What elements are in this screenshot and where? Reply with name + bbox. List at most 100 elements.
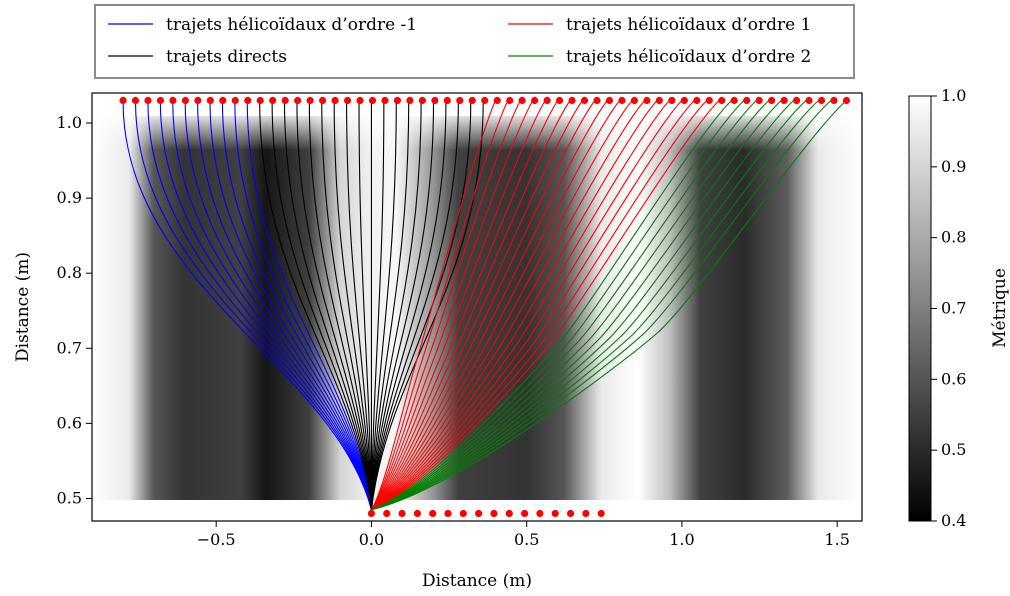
trajectory-2-1 xyxy=(370,100,509,511)
trajectory-3-5 xyxy=(371,100,795,511)
trajectory-0-9 xyxy=(234,100,372,510)
bottom-point-13 xyxy=(566,509,575,518)
trajectory-3-1 xyxy=(371,100,745,511)
top-point-25 xyxy=(431,96,439,105)
trajectory-3-9 xyxy=(371,100,847,511)
legend: trajets hélicoïdaux d’ordre -1 trajets d… xyxy=(94,4,855,79)
top-point-58 xyxy=(842,96,851,105)
top-point-29 xyxy=(481,96,489,105)
trajectory-2-9 xyxy=(371,100,608,511)
trajectory-0-2 xyxy=(147,100,372,510)
top-point-32 xyxy=(518,96,526,105)
x-axis-label: Distance (m) xyxy=(422,571,532,591)
y-tick-label-3: 0.8 xyxy=(57,263,82,282)
top-point-2 xyxy=(144,96,152,105)
top-point-3 xyxy=(156,96,165,105)
trajectory-1-5 xyxy=(321,100,372,510)
top-point-53 xyxy=(780,96,788,105)
trajectory-1-12 xyxy=(370,100,410,510)
bottom-point-8 xyxy=(490,509,498,518)
top-point-8 xyxy=(219,96,227,105)
top-point-7 xyxy=(206,96,214,105)
top-point-40 xyxy=(618,96,626,105)
bottom-point-14 xyxy=(582,509,590,518)
trajectory-2-14 xyxy=(371,100,670,511)
top-point-46 xyxy=(693,96,701,105)
trajectory-curves xyxy=(122,100,847,511)
trajectory-2-4 xyxy=(371,100,546,511)
colorbar-tick-label-2: 0.6 xyxy=(941,369,966,388)
top-point-45 xyxy=(680,96,688,105)
bottom-point-0 xyxy=(367,509,376,518)
trajectory-0-4 xyxy=(172,100,372,510)
top-point-52 xyxy=(768,96,776,105)
top-point-44 xyxy=(668,96,676,105)
y-axis-label: Distance (m) xyxy=(13,252,33,362)
bottom-point-5 xyxy=(444,509,452,518)
bottom-point-15 xyxy=(597,509,605,518)
receiver-points xyxy=(119,96,851,518)
bottom-point-2 xyxy=(398,509,406,518)
trajectory-2-6 xyxy=(371,100,571,511)
trajectory-2-3 xyxy=(371,100,534,511)
top-point-13 xyxy=(281,96,289,105)
top-point-23 xyxy=(406,96,414,105)
colorbar-tick-label-6: 1.0 xyxy=(941,86,966,105)
top-point-19 xyxy=(356,96,364,105)
top-point-28 xyxy=(468,96,476,105)
colorbar-tick-label-0: 0.4 xyxy=(941,511,966,530)
top-point-9 xyxy=(231,96,239,105)
top-point-39 xyxy=(605,96,614,105)
y-tick-label-1: 0.6 xyxy=(57,413,82,432)
trajectory-2-11 xyxy=(371,100,633,511)
colorbar-ticks: 0.4 0.5 0.6 0.7 0.8 0.9 1.0 xyxy=(931,86,966,530)
trajectory-1-10 xyxy=(370,100,385,510)
colorbar-gradient xyxy=(908,95,932,522)
x-axis-ticks: −0.5 0.0 0.5 1.0 1.5 xyxy=(197,521,850,549)
trajectory-0-6 xyxy=(197,100,372,510)
trajectory-1-6 xyxy=(333,100,372,510)
y-tick-label-0: 0.5 xyxy=(57,488,82,507)
trajectory-0-10 xyxy=(246,100,372,510)
y-tick-label-2: 0.7 xyxy=(57,338,82,357)
trajectory-1-0 xyxy=(259,100,372,510)
top-point-56 xyxy=(817,96,826,105)
legend-label-direct: trajets directs xyxy=(166,47,287,67)
bottom-point-10 xyxy=(521,509,529,518)
trajectory-2-2 xyxy=(371,100,521,511)
top-point-47 xyxy=(705,96,713,105)
top-point-1 xyxy=(131,96,140,105)
trajectory-3-0 xyxy=(371,100,732,511)
trajectory-1-7 xyxy=(346,100,372,510)
colorbar-tick-label-1: 0.5 xyxy=(941,440,966,459)
top-point-16 xyxy=(319,96,327,105)
trajectory-3-6 xyxy=(371,100,807,511)
top-point-42 xyxy=(643,96,651,105)
x-tick-label-4: 1.5 xyxy=(824,530,849,549)
top-point-17 xyxy=(331,96,339,105)
top-point-27 xyxy=(456,96,464,105)
trajectory-2-13 xyxy=(371,100,658,511)
trajectory-1-15 xyxy=(370,100,447,510)
bottom-point-3 xyxy=(413,509,421,518)
y-axis-ticks: 0.5 0.6 0.7 0.8 0.9 1.0 xyxy=(57,113,92,507)
trajectory-3-4 xyxy=(371,100,782,511)
top-point-51 xyxy=(755,96,763,105)
trajectory-2-0 xyxy=(370,100,497,511)
trajectory-2-8 xyxy=(371,100,596,511)
legend-label-helical-1: trajets hélicoïdaux d’ordre 1 xyxy=(566,15,811,35)
trajectory-2-15 xyxy=(371,100,683,511)
trajectory-1-1 xyxy=(271,100,372,510)
top-point-14 xyxy=(294,96,302,105)
trajectory-1-14 xyxy=(370,100,435,510)
colorbar-label: Métrique xyxy=(990,268,1010,348)
x-tick-label-1: 0.0 xyxy=(359,530,384,549)
top-point-38 xyxy=(593,96,601,105)
x-tick-label-3: 1.0 xyxy=(669,530,694,549)
top-point-11 xyxy=(256,96,264,105)
trajectory-3-8 xyxy=(371,100,832,511)
heatmap-top-fade xyxy=(92,110,862,150)
trajectory-0-1 xyxy=(134,100,372,510)
top-point-31 xyxy=(506,96,514,105)
